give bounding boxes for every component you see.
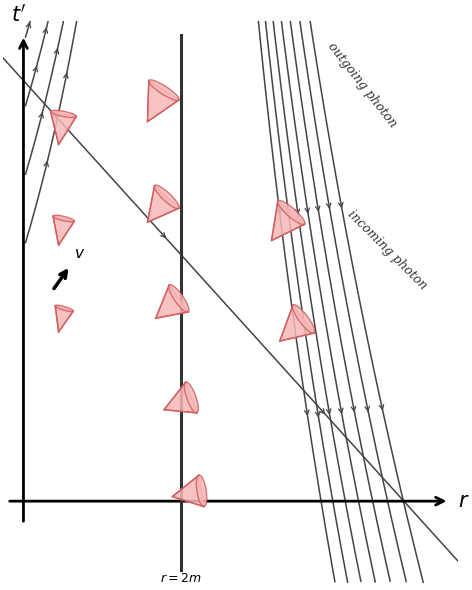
Ellipse shape: [154, 185, 179, 209]
Text: outgoing photon: outgoing photon: [325, 40, 400, 130]
Text: $r$: $r$: [457, 491, 469, 511]
Polygon shape: [147, 186, 179, 222]
Text: incoming photon: incoming photon: [345, 208, 430, 292]
Text: $r=2m$: $r=2m$: [160, 572, 202, 585]
Ellipse shape: [51, 110, 76, 117]
Ellipse shape: [196, 475, 207, 507]
Ellipse shape: [53, 215, 75, 222]
Ellipse shape: [169, 284, 189, 312]
Polygon shape: [164, 382, 197, 413]
Ellipse shape: [185, 382, 198, 413]
Text: $t'$: $t'$: [11, 4, 26, 25]
Polygon shape: [51, 112, 76, 145]
Ellipse shape: [55, 305, 73, 312]
Ellipse shape: [149, 80, 179, 100]
Polygon shape: [271, 201, 305, 241]
Polygon shape: [53, 216, 75, 245]
Text: $v$: $v$: [75, 247, 85, 261]
Polygon shape: [156, 285, 188, 318]
Polygon shape: [147, 81, 179, 122]
Polygon shape: [280, 305, 314, 341]
Ellipse shape: [278, 201, 305, 225]
Polygon shape: [172, 475, 204, 507]
Polygon shape: [55, 306, 73, 332]
Ellipse shape: [293, 305, 315, 333]
